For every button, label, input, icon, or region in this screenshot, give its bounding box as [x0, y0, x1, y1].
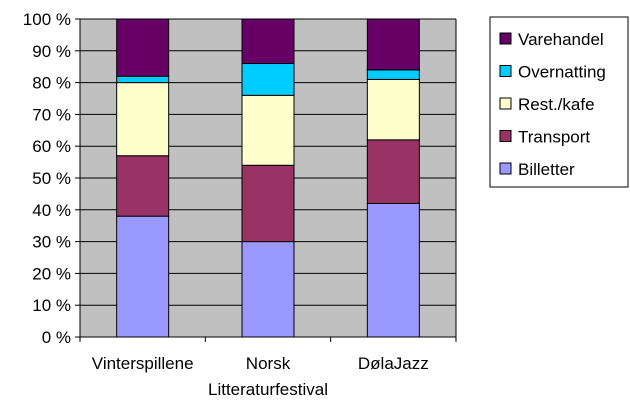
- legend-label-2: Rest./kafe: [518, 95, 595, 114]
- y-tick-label-6: 60 %: [32, 137, 71, 156]
- x-category-labels: Vinterspillene Norsk Litteraturfestival Døl…: [92, 354, 429, 399]
- bar-segment-0-1: [116, 155, 170, 217]
- legend-box: [489, 16, 629, 188]
- legend-swatch-3: [499, 130, 512, 142]
- legend-swatch-2: [499, 97, 512, 110]
- bar-segment-1-1: [241, 164, 295, 243]
- bar-segment-0-2: [116, 82, 170, 157]
- y-tick-label-0: 0 %: [42, 328, 71, 347]
- y-tick-label-4: 40 %: [32, 201, 71, 220]
- x-category-label-1: Norsk Litteraturfestival: [208, 354, 328, 399]
- legend-swatch-0: [499, 32, 512, 45]
- legend-label-0: Varehandel: [518, 30, 604, 49]
- bar-segment-1-0: [241, 241, 295, 338]
- axes: [75, 18, 457, 342]
- legend-label-1: Overnatting: [518, 63, 606, 82]
- y-tick-label-8: 80 %: [32, 74, 71, 93]
- y-tick-label-2: 20 %: [32, 264, 71, 283]
- bar-segment-2-1: [366, 139, 420, 204]
- x-category-label-2: DølaJazz: [358, 354, 429, 373]
- bars: [116, 18, 420, 338]
- bar-segment-1-2: [241, 94, 295, 166]
- legend-swatch-4: [499, 162, 512, 175]
- legend: Varehandel Overnatting Rest./kafe Transport…: [489, 16, 629, 188]
- bar-segment-2-3: [366, 69, 420, 80]
- y-tick-labels: 0 % 10 % 20 % 30 % 40 % 50 % 60 % 70 % 80 % 90 % 1…: [23, 10, 71, 347]
- legend-swatch-1: [499, 65, 512, 77]
- y-tick-label-9: 90 %: [32, 42, 71, 61]
- y-tick-label-5: 50 %: [32, 169, 71, 188]
- y-tick-label-1: 10 %: [32, 296, 71, 315]
- y-tick-label-10: 100 %: [23, 10, 71, 29]
- bar-segment-2-0: [366, 202, 420, 338]
- bar-segment-0-0: [116, 215, 170, 338]
- legend-label-4: Billetter: [518, 160, 575, 179]
- bar-segment-2-4: [366, 18, 420, 71]
- y-tick-label-7: 70 %: [32, 105, 71, 124]
- y-tick-label-3: 30 %: [32, 233, 71, 252]
- bar-segment-0-3: [116, 75, 170, 84]
- bar-segment-1-3: [241, 63, 295, 96]
- x-category-label-0: Vinterspillene: [92, 354, 194, 373]
- bar-segment-2-2: [366, 78, 420, 141]
- bar-segment-0-4: [116, 18, 170, 77]
- legend-label-3: Transport: [518, 128, 590, 147]
- bar-segment-1-4: [241, 18, 295, 65]
